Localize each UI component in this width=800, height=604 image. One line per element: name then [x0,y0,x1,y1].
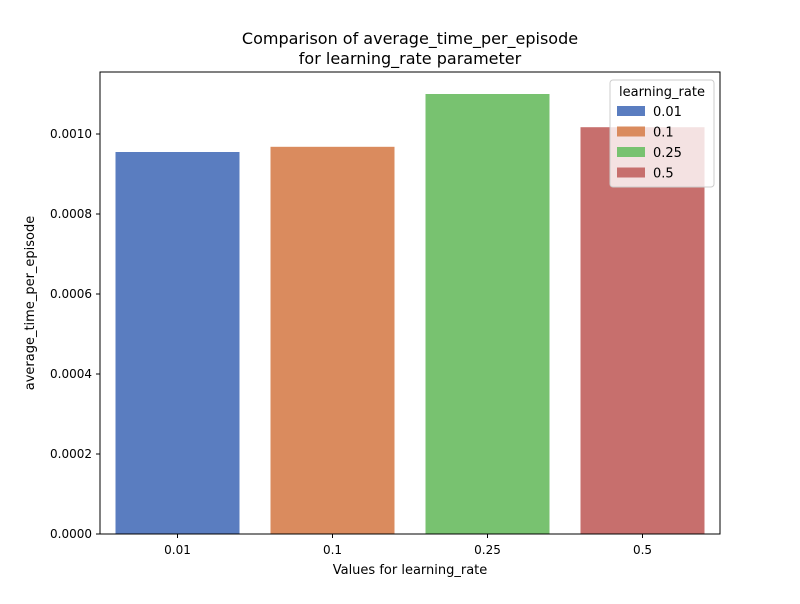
bar-0-5 [580,127,705,534]
x-tick-label: 0.01 [164,543,191,557]
x-tick-label: 0.5 [633,543,652,557]
bar-0-01 [115,152,240,534]
y-tick-label: 0.0006 [50,287,92,301]
x-axis-label: Values for learning_rate [333,563,488,578]
legend-title: learning_rate [619,85,705,100]
legend-swatch-0-5 [617,167,645,178]
bar-0-1 [270,146,395,535]
legend-label: 0.1 [653,126,674,141]
legend-label: 0.5 [653,167,674,182]
x-tick-label: 0.1 [323,543,342,557]
y-axis-label: average_time_per_episode [23,216,38,391]
y-tick-label: 0.0008 [50,207,92,221]
chart-title-line1: Comparison of average_time_per_episode [242,29,578,49]
x-tick-label: 0.25 [474,543,501,557]
legend-swatch-0-01 [617,106,645,116]
legend: learning_rate 0.01 0.1 0.25 0.5 [609,79,715,188]
y-tick-label: 0.0004 [50,367,92,381]
chart-title-line2: for learning_rate parameter [299,49,522,69]
plot-frame [99,71,721,535]
y-tick-label: 0.0000 [50,527,92,541]
legend-swatch-0-1 [617,126,645,137]
legend-label: 0.01 [653,105,682,120]
legend-swatch-0-25 [617,147,645,157]
y-tick-label: 0.0010 [50,127,92,141]
y-tick-label: 0.0002 [50,447,92,461]
legend-label: 0.25 [653,146,682,161]
bar-0-25 [425,94,550,534]
